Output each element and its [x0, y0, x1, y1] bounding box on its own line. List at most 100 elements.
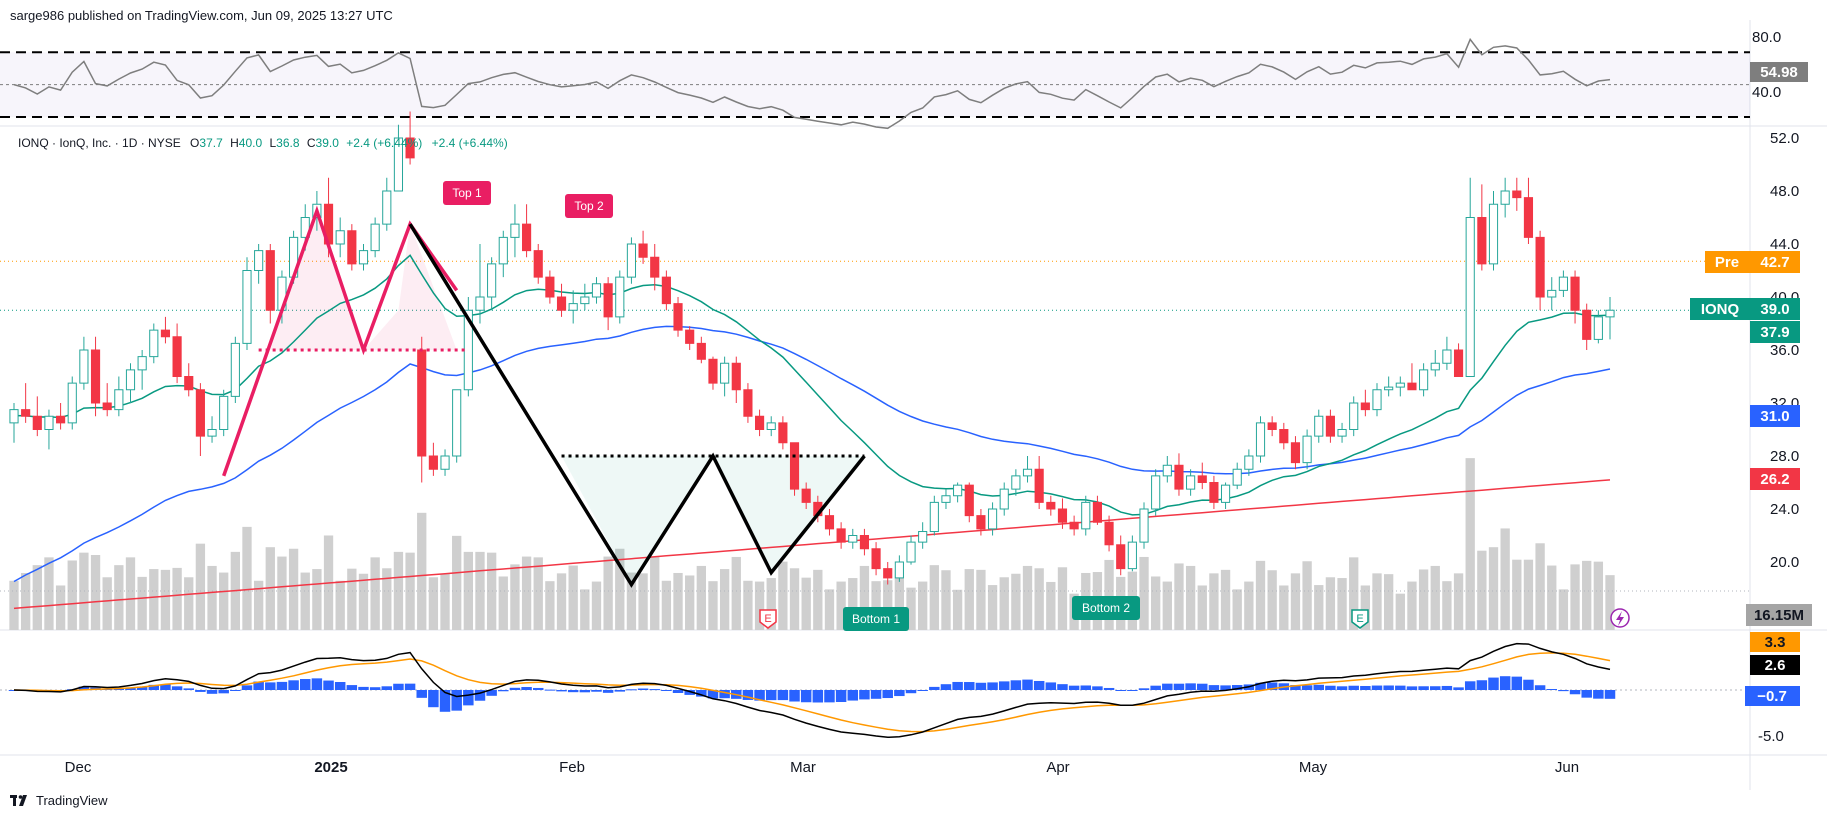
- volume-bar: [1162, 581, 1172, 630]
- candle-body: [1314, 415, 1324, 437]
- legend-close-label: C: [307, 136, 316, 150]
- macd-hist-bar: [1080, 685, 1092, 690]
- candle-body: [1407, 382, 1417, 391]
- macd-hist-bar: [579, 690, 591, 693]
- candle-body: [1279, 429, 1289, 444]
- earnings-marker[interactable]: E: [1351, 609, 1369, 629]
- macd-hist-bar: [265, 682, 276, 690]
- candle-body: [720, 362, 730, 384]
- volume-bar: [778, 561, 788, 630]
- candle-body: [568, 303, 578, 311]
- macd-hist-bar: [206, 690, 218, 694]
- volume-bar: [160, 569, 171, 630]
- ema20-value: 37.9: [1760, 324, 1789, 341]
- macd-hist-bar: [929, 686, 940, 690]
- volume-bar: [754, 581, 765, 630]
- candle-body: [1290, 442, 1301, 464]
- candle-body: [1220, 484, 1231, 503]
- macd-hist-bar: [1197, 683, 1208, 690]
- candle-body: [405, 137, 415, 159]
- lightning-icon[interactable]: [1610, 608, 1630, 628]
- macd-hist-bar: [323, 680, 334, 690]
- macd-hist-bar: [241, 685, 253, 690]
- candle-body: [1011, 475, 1021, 490]
- volume-bar: [859, 565, 870, 630]
- macd-hist-bar: [859, 690, 870, 700]
- volume-bar: [894, 569, 905, 630]
- macd-hist-bar: [614, 690, 626, 692]
- macd-hist-bar: [1441, 685, 1453, 690]
- candle-body: [1442, 349, 1452, 364]
- candle-body: [1057, 508, 1068, 523]
- time-tick-label: 2025: [314, 759, 347, 776]
- candle-body: [754, 415, 765, 430]
- candle-body: [1255, 422, 1266, 457]
- macd-hist-bar: [1103, 687, 1115, 690]
- volume-bar: [556, 573, 567, 630]
- candle-body: [358, 250, 369, 265]
- volume-bar: [533, 557, 543, 630]
- volume-bar: [871, 581, 881, 630]
- volume-bar: [498, 576, 508, 630]
- volume-bar: [195, 543, 206, 630]
- macd-hist-bar: [1290, 685, 1301, 690]
- volume-bar: [1360, 585, 1371, 630]
- rsi-panel: [0, 37, 1750, 130]
- volume-bar: [207, 565, 217, 630]
- time-tick-label: Jun: [1555, 759, 1579, 776]
- volume-bar: [172, 567, 182, 630]
- macd-hist-bar: [591, 690, 602, 692]
- candle-body: [242, 270, 252, 344]
- macd-hist-bar: [998, 681, 1010, 690]
- candle-body: [953, 484, 963, 497]
- volume-bar: [90, 555, 101, 630]
- legend-change-abs: +2.4 (+6.44%): [432, 136, 508, 150]
- volume-bar: [1197, 585, 1207, 630]
- candle-body: [533, 250, 543, 278]
- candle-body: [999, 488, 1009, 510]
- earnings-marker[interactable]: E: [759, 609, 777, 629]
- volume-bar: [1535, 543, 1545, 630]
- candle-body: [673, 303, 683, 331]
- volume-bar: [1220, 569, 1231, 630]
- candle-body: [498, 236, 508, 265]
- macd-hist-bar: [136, 686, 148, 690]
- candle-body: [1139, 508, 1149, 543]
- macd-hist-bar: [521, 687, 532, 690]
- volume-bar: [44, 557, 54, 630]
- macd-hist-bar: [1255, 682, 1266, 690]
- label-bottom-1-text: Bottom 1: [852, 612, 900, 626]
- candle-body: [1337, 429, 1347, 437]
- volume-bar: [335, 580, 345, 630]
- candle-body: [510, 223, 520, 238]
- candle-body: [1046, 501, 1056, 510]
- candle-body: [1360, 402, 1370, 411]
- label-top-2: Top 2: [565, 194, 613, 218]
- volume-bar: [452, 535, 462, 630]
- volume-bar: [358, 573, 369, 630]
- candle-body: [743, 389, 753, 417]
- macd-hist-bar: [439, 690, 451, 712]
- price-tick-label: 44.0: [1770, 236, 1799, 253]
- macd-hist-bar: [1406, 686, 1418, 690]
- macd-hist-bar: [195, 690, 206, 692]
- candle-body: [1116, 544, 1126, 570]
- volume-bar: [1314, 585, 1324, 630]
- candle-body: [685, 329, 695, 344]
- candle-body: [556, 296, 567, 311]
- volume-bar: [382, 568, 392, 630]
- macd-hist-bar: [1430, 686, 1441, 690]
- macd-line-badge: 2.6: [1750, 655, 1800, 675]
- macd-hist-bar: [952, 681, 963, 690]
- macd-hist-bar: [637, 688, 649, 690]
- macd-hist-bar: [754, 690, 765, 701]
- macd-tick-label: -5.0: [1758, 728, 1784, 745]
- volume-bar: [405, 552, 415, 630]
- candle-body: [848, 535, 858, 543]
- premarket-label: Pre: [1715, 254, 1739, 271]
- double-top-fill: [270, 210, 457, 350]
- candle-body: [1162, 464, 1172, 477]
- macd-hist-bar: [626, 689, 637, 691]
- candle-body: [428, 455, 438, 470]
